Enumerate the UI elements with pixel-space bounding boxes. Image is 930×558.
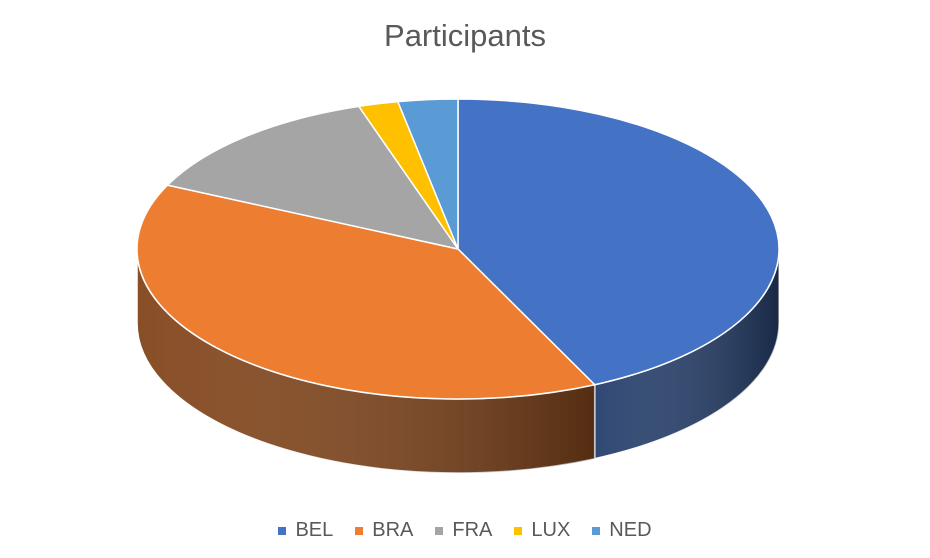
legend-label: FRA: [452, 519, 493, 541]
pie-slice-bel: [457, 98, 780, 386]
legend-label: NED: [609, 519, 652, 541]
legend-swatch: [435, 526, 444, 535]
pie-side-shade-bel: [594, 249, 779, 459]
pie-slice-fra: [166, 105, 460, 251]
legend-item-fra: FRA: [435, 519, 492, 542]
legend-swatch: [514, 526, 523, 535]
legend-item-lux: LUX: [514, 519, 570, 542]
pie-side-shade-bra: [136, 249, 595, 473]
chart-title: Participants: [384, 18, 546, 53]
pie-tops: [136, 98, 780, 400]
legend-label: BEL: [295, 519, 334, 541]
legend-swatch: [355, 526, 364, 535]
legend-item-ned: NED: [592, 519, 652, 542]
legend-swatch: [592, 526, 601, 535]
legend-label: LUX: [531, 519, 571, 541]
legend: BEL BRA FRA LUX NED: [0, 519, 930, 542]
legend-swatch: [278, 526, 287, 535]
legend-item-bel: BEL: [278, 519, 333, 542]
pie-slice-ned: [396, 98, 459, 250]
legend-item-bra: BRA: [355, 519, 413, 542]
pie-slice-bra: [136, 184, 597, 400]
legend-label: BRA: [372, 519, 414, 541]
